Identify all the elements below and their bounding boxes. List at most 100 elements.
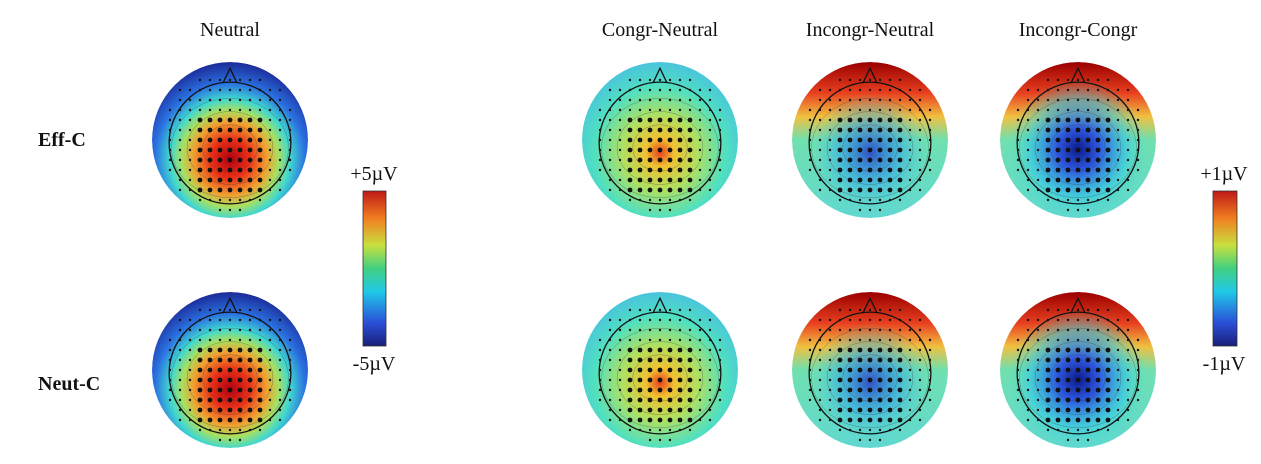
electrode: [918, 158, 922, 162]
electrode: [647, 377, 653, 383]
electrode: [867, 187, 873, 193]
electrode: [1136, 158, 1140, 162]
electrode: [1045, 347, 1051, 353]
electrode: [237, 347, 243, 353]
electrode: [1045, 377, 1051, 383]
electrode: [858, 198, 862, 202]
electrode: [718, 138, 722, 142]
electrode: [627, 177, 633, 183]
electrode: [1086, 98, 1090, 102]
electrode: [1085, 357, 1091, 363]
electrode: [1085, 167, 1091, 173]
electrode: [627, 117, 633, 123]
electrode: [637, 407, 643, 413]
electrode: [168, 148, 172, 152]
electrode: [288, 358, 292, 362]
electrode: [1136, 338, 1140, 342]
electrode: [198, 78, 202, 82]
electrode: [667, 387, 673, 393]
head-outline: [1016, 81, 1140, 205]
electrode: [227, 137, 233, 143]
electrode: [818, 338, 822, 342]
electrode: [828, 328, 832, 332]
electrode: [898, 428, 902, 432]
electrode: [928, 148, 932, 152]
electrode: [678, 88, 682, 92]
electrode: [198, 318, 202, 322]
electrode: [908, 358, 912, 362]
electrode: [718, 388, 722, 392]
electrode: [1075, 397, 1081, 403]
electrode: [628, 338, 632, 342]
electrode: [268, 358, 272, 362]
electrode: [1126, 148, 1130, 152]
electrode: [908, 328, 912, 332]
electrode: [1126, 418, 1130, 422]
electrode: [848, 328, 852, 332]
electrode: [857, 137, 863, 143]
electrode: [678, 318, 682, 322]
electrode: [197, 147, 203, 153]
electrode: [268, 158, 272, 162]
electrode: [618, 118, 622, 122]
electrode: [637, 187, 643, 193]
electrode: [648, 108, 652, 112]
electrode: [888, 88, 892, 92]
electrode: [1055, 127, 1061, 133]
electrode: [598, 398, 602, 402]
electrode: [178, 118, 182, 122]
electrode: [1056, 428, 1060, 432]
electrode: [238, 328, 242, 332]
electrode: [1016, 398, 1020, 402]
electrode: [928, 368, 932, 372]
electrode: [248, 88, 252, 92]
electrode: [718, 158, 722, 162]
electrode: [1095, 147, 1101, 153]
electrode: [207, 407, 213, 413]
electrode: [928, 398, 932, 402]
electrode: [718, 148, 722, 152]
electrode: [198, 328, 202, 332]
electrode: [657, 187, 663, 193]
electrode: [1076, 318, 1080, 322]
nose: [862, 66, 878, 84]
electrode: [1126, 408, 1130, 412]
electrode: [268, 378, 272, 382]
electrode: [178, 328, 182, 332]
electrode: [1105, 117, 1111, 123]
electrode: [698, 358, 702, 362]
electrode: [627, 157, 633, 163]
electrode: [188, 418, 192, 422]
electrode: [1026, 398, 1030, 402]
electrode: [1026, 408, 1030, 412]
electrode: [1076, 308, 1080, 312]
electrode: [257, 367, 263, 373]
electrode: [1036, 398, 1040, 402]
electrode: [867, 137, 873, 143]
electrode: [818, 368, 822, 372]
electrode: [818, 318, 822, 322]
electrode: [828, 188, 832, 192]
electrode: [1055, 357, 1061, 363]
electrode: [718, 348, 722, 352]
electrode: [638, 198, 642, 202]
electrode: [1116, 168, 1120, 172]
electrode: [918, 118, 922, 122]
electrode: [1105, 377, 1111, 383]
electrode: [867, 147, 873, 153]
electrode: [698, 338, 702, 342]
electrode: [898, 98, 902, 102]
electrode: [1105, 387, 1111, 393]
electrode: [637, 127, 643, 133]
electrode: [667, 367, 673, 373]
electrode: [1105, 367, 1111, 373]
electrode: [228, 208, 232, 212]
contour: [811, 328, 929, 428]
electrode: [288, 378, 292, 382]
electrode: [198, 108, 202, 112]
electrode: [877, 357, 883, 363]
electrode: [217, 147, 223, 153]
electrode: [858, 438, 862, 442]
electrode: [657, 177, 663, 183]
electrode: [1126, 318, 1130, 322]
